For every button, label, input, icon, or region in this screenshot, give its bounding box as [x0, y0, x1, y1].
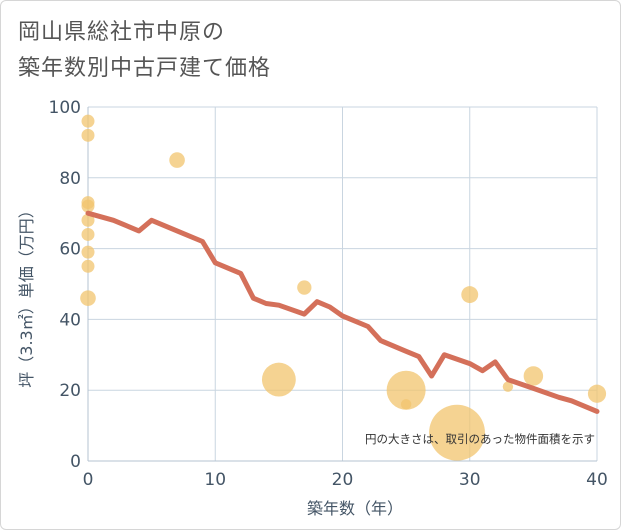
y-tick-label: 20: [59, 381, 81, 401]
trend-line: [85, 210, 600, 414]
x-tick-label: 0: [83, 470, 94, 490]
x-tick-label: 30: [459, 470, 481, 490]
x-tick-label: 40: [586, 470, 608, 490]
bubble-point: [81, 199, 95, 213]
y-tick-label: 100: [49, 98, 81, 118]
bubble-point: [81, 114, 95, 128]
bubble-point: [81, 227, 95, 241]
y-tick-label: 60: [59, 240, 81, 260]
bubble-point: [502, 381, 514, 392]
chart-title: 岡山県総社市中原の 築年数別中古戸建て価格: [18, 15, 271, 87]
bubble-point: [81, 259, 95, 273]
bubble-point: [400, 399, 412, 410]
bubble-point: [81, 245, 95, 259]
bubble-point: [169, 152, 185, 168]
bubble-series: [80, 114, 607, 461]
y-tick-label: 80: [59, 169, 81, 189]
bubble-point: [80, 290, 96, 306]
bubble-point: [386, 370, 426, 410]
bubble-point: [523, 366, 544, 386]
grid-lines: [87, 106, 598, 462]
bubble-point: [587, 384, 607, 403]
bubble-point: [81, 128, 95, 142]
y-axis-label: 坪（3.3㎡）単価（万円）: [17, 202, 36, 387]
y-tick-label: 40: [59, 310, 81, 330]
x-axis-label: 築年数（年）: [307, 499, 403, 518]
x-tick-label: 20: [332, 470, 354, 490]
chart-title-line-1: 岡山県総社市中原の: [18, 20, 226, 45]
x-tick-label: 10: [204, 470, 226, 490]
bubble-size-note: 円の大きさは、取引のあった物件面積を示す: [365, 432, 595, 446]
bubble-point: [429, 404, 485, 461]
chart-title-line-2: 築年数別中古戸建て価格: [18, 56, 272, 81]
bubble-point: [297, 280, 312, 295]
bubble-point: [261, 362, 296, 397]
trend-series: [85, 210, 600, 414]
axis-ticks: 0 20 40 60 80 100 0 10 20 30 40: [49, 98, 608, 490]
bubble-point: [81, 213, 95, 227]
y-tick-label: 0: [70, 452, 81, 472]
bubble-point: [461, 286, 479, 304]
